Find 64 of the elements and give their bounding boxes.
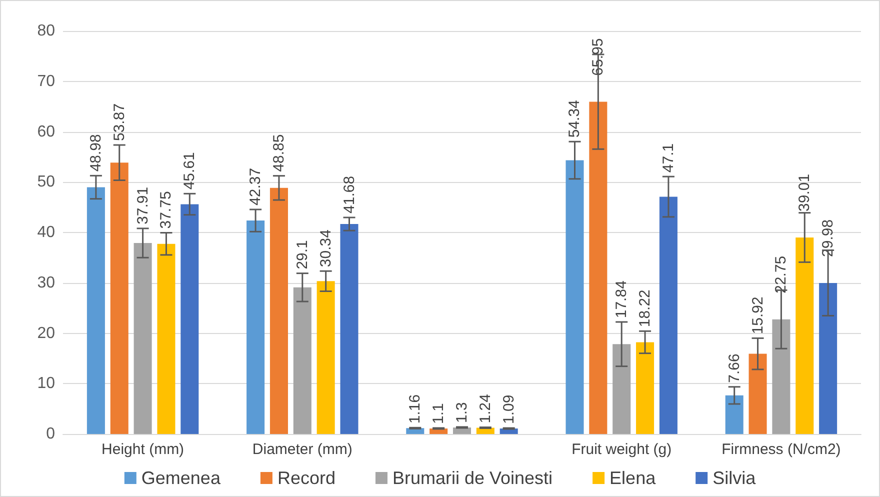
bar bbox=[157, 244, 176, 434]
legend-label: Silvia bbox=[712, 468, 757, 488]
legend-label: Brumarii de Voinesti bbox=[392, 468, 553, 488]
data-label: 18.22 bbox=[636, 290, 654, 328]
x-tick-label: Fruit weight (g) bbox=[572, 441, 672, 458]
data-label: 47.1 bbox=[660, 143, 677, 173]
data-label: 29.98 bbox=[820, 219, 837, 257]
y-tick-label: 60 bbox=[37, 123, 56, 140]
bar bbox=[612, 344, 631, 434]
data-label: 7.66 bbox=[726, 354, 743, 383]
data-label: 53.87 bbox=[110, 103, 128, 141]
data-label: 15.92 bbox=[749, 296, 766, 334]
y-tick-label: 10 bbox=[37, 375, 56, 392]
data-label: 17.84 bbox=[613, 280, 630, 318]
bar bbox=[270, 188, 288, 434]
data-label: 45.61 bbox=[181, 152, 198, 190]
y-tick-label: 70 bbox=[37, 72, 56, 90]
data-label: 29.1 bbox=[294, 240, 311, 270]
data-label: 1.24 bbox=[476, 394, 494, 424]
legend-label: Elena bbox=[610, 468, 657, 488]
data-label: 65.95 bbox=[590, 38, 607, 76]
bar bbox=[659, 196, 678, 434]
x-tick-label: Diameter (mm) bbox=[252, 441, 352, 458]
bar bbox=[819, 282, 838, 434]
data-label: 22.75 bbox=[772, 256, 790, 294]
bar bbox=[725, 395, 744, 434]
data-label: 1.1 bbox=[430, 403, 448, 424]
bar bbox=[246, 220, 265, 434]
bar bbox=[589, 102, 608, 434]
data-label: 41.68 bbox=[340, 176, 358, 214]
bar bbox=[86, 187, 105, 434]
data-label: 42.37 bbox=[247, 168, 264, 206]
data-label: 54.34 bbox=[566, 100, 584, 138]
y-tick-label: 80 bbox=[37, 22, 56, 40]
y-tick-label: 30 bbox=[37, 274, 56, 292]
data-label: 48.85 bbox=[270, 134, 288, 172]
bar bbox=[110, 162, 128, 434]
x-tick-label: Firmness (N/cm2) bbox=[722, 441, 841, 458]
bar bbox=[316, 281, 335, 434]
bar bbox=[180, 204, 199, 434]
x-tick-label: Height (mm) bbox=[102, 441, 184, 458]
bar bbox=[566, 160, 584, 434]
data-label: 37.91 bbox=[134, 186, 152, 224]
y-tick-label: 50 bbox=[37, 174, 56, 191]
bar bbox=[748, 354, 767, 434]
bar bbox=[134, 243, 152, 434]
y-tick-label: 20 bbox=[37, 324, 56, 342]
data-label: 37.75 bbox=[158, 191, 175, 229]
legend-label: Gemenea bbox=[141, 468, 222, 488]
bar bbox=[796, 237, 814, 434]
data-label: 1.16 bbox=[406, 394, 424, 424]
data-label: 30.34 bbox=[317, 230, 334, 268]
data-label: 39.01 bbox=[796, 174, 814, 212]
data-label: 48.98 bbox=[87, 134, 104, 172]
bar bbox=[636, 342, 654, 434]
legend-label: Record bbox=[277, 468, 336, 488]
data-label: 1.09 bbox=[500, 394, 518, 424]
bar bbox=[340, 224, 358, 434]
bar bbox=[452, 427, 472, 434]
data-label: 1.3 bbox=[454, 402, 470, 423]
bar bbox=[293, 287, 312, 434]
bar bbox=[772, 319, 790, 434]
y-tick-label: 0 bbox=[46, 426, 56, 442]
y-tick-label: 40 bbox=[37, 224, 56, 241]
